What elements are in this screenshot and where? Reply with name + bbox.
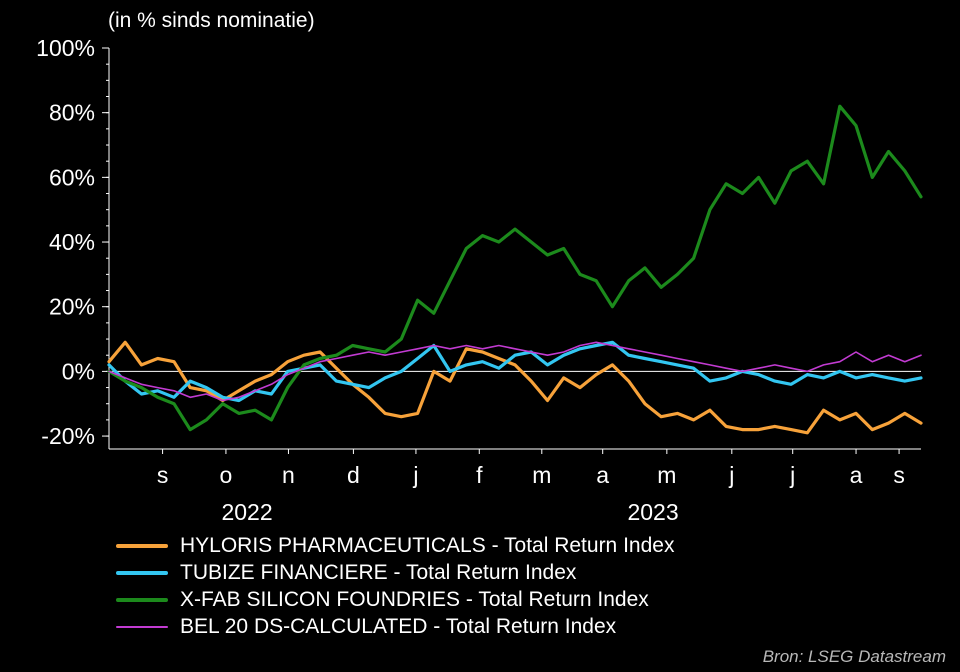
- legend-swatch: [116, 625, 168, 628]
- x-tick-label: d: [347, 462, 360, 488]
- x-tick-label: j: [789, 462, 795, 488]
- year-label: 2022: [221, 499, 272, 525]
- legend-label: TUBIZE FINANCIERE - Total Return Index: [180, 560, 577, 584]
- y-tick-label: 20%: [49, 294, 95, 320]
- legend-item: HYLORIS PHARMACEUTICALS - Total Return I…: [116, 532, 674, 559]
- year-label: 2023: [627, 499, 678, 525]
- series-line-4: [108, 341, 922, 402]
- x-tick-label: a: [850, 462, 863, 488]
- legend-label: BEL 20 DS-CALCULATED - Total Return Inde…: [180, 614, 617, 638]
- x-tick-label: f: [476, 462, 483, 488]
- legend-item: BEL 20 DS-CALCULATED - Total Return Inde…: [116, 613, 674, 640]
- x-tick-label: a: [596, 462, 609, 488]
- legend-label: X-FAB SILICON FOUNDRIES - Total Return I…: [180, 587, 649, 611]
- y-tick-label: 60%: [49, 164, 95, 190]
- source-note: Bron: LSEG Datastream: [762, 647, 946, 666]
- y-tick-label: -20%: [41, 423, 95, 449]
- series-line-3: [107, 104, 923, 432]
- x-tick-label: n: [282, 462, 295, 488]
- series-lines: [107, 104, 923, 435]
- series-line-1: [107, 340, 923, 435]
- x-tick-label: j: [412, 462, 418, 488]
- axes: [102, 47, 921, 454]
- legend-swatch: [116, 543, 168, 548]
- x-tick-label: j: [728, 462, 734, 488]
- y-tick-label: 100%: [36, 35, 95, 61]
- y-tick-labels: -20% 0% 20% 40% 60% 80% 100%: [36, 35, 95, 449]
- legend: HYLORIS PHARMACEUTICALS - Total Return I…: [116, 532, 674, 640]
- legend-label: HYLORIS PHARMACEUTICALS - Total Return I…: [180, 533, 675, 557]
- x-tick-label: m: [532, 462, 551, 488]
- chart-subtitle: (in % sinds nominatie): [108, 9, 315, 32]
- legend-swatch: [116, 597, 168, 602]
- y-tick-label: 40%: [49, 229, 95, 255]
- x-tick-label: s: [893, 462, 905, 488]
- x-tick-label: s: [157, 462, 169, 488]
- y-tick-label: 0%: [62, 358, 95, 384]
- series-line-2: [107, 340, 923, 403]
- x-tick-label: o: [220, 462, 233, 488]
- legend-item: X-FAB SILICON FOUNDRIES - Total Return I…: [116, 586, 674, 613]
- year-labels: 2022 2023: [221, 499, 678, 525]
- legend-swatch: [116, 570, 168, 575]
- x-tick-label: m: [657, 462, 676, 488]
- legend-item: TUBIZE FINANCIERE - Total Return Index: [116, 559, 674, 586]
- y-tick-label: 80%: [49, 100, 95, 126]
